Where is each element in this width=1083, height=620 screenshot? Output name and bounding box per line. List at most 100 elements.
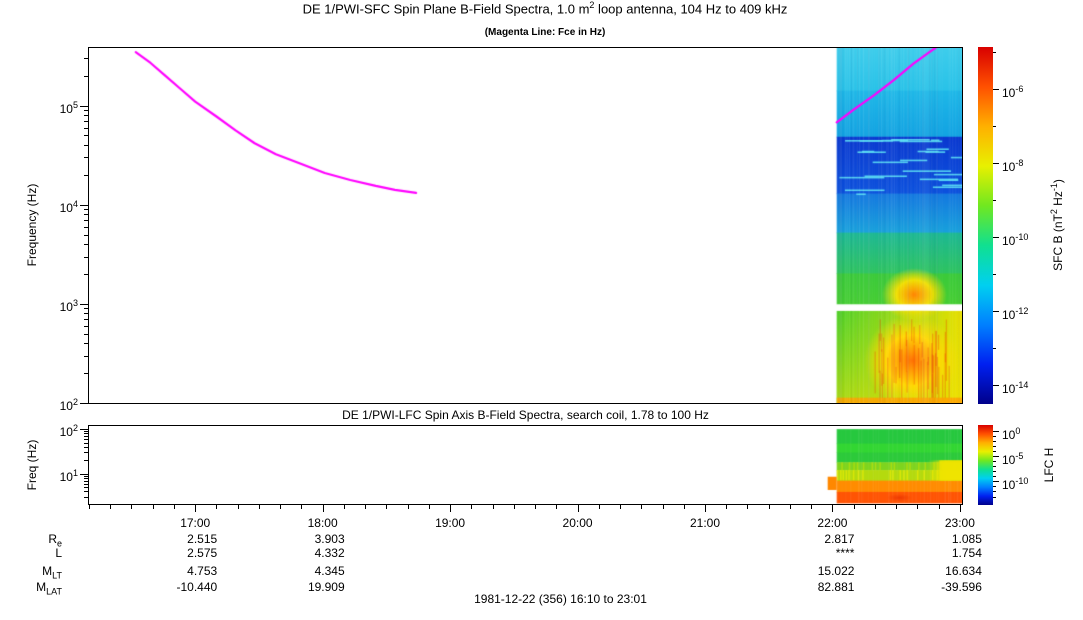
x-minor-tick: [938, 505, 940, 509]
cb1-tick: [993, 347, 996, 349]
sfc-y-tick: [84, 75, 88, 77]
x-minor-tick: [896, 505, 898, 509]
lfc-spectrogram-canvas: [89, 426, 962, 504]
cb1-tick-label: 10-8: [1002, 158, 1024, 175]
lfc-y-tick: [80, 473, 88, 475]
ephemeris-value: 3.903: [314, 532, 345, 546]
sfc-title: DE 1/PWI-SFC Spin Plane B-Field Spectra,…: [0, 0, 1083, 16]
cb2-tick-label: 100: [1002, 426, 1021, 442]
sfc-colorbar: [978, 47, 993, 404]
x-minor-tick: [598, 505, 600, 509]
ephemeris-value: 1.085: [951, 532, 982, 546]
x-minor-tick: [89, 505, 90, 509]
ephemeris-value: 4.332: [314, 546, 345, 560]
cb2-tick: [993, 491, 996, 493]
x-minor-tick: [556, 505, 558, 509]
x-minor-tick: [280, 505, 282, 509]
x-tick-label: 20:00: [562, 516, 593, 530]
cb1-tick: [993, 89, 999, 91]
subscript: LT: [52, 570, 62, 581]
text-segment: LFC H: [1042, 447, 1056, 483]
sfc-y-tick: [84, 174, 88, 176]
x-minor-tick: [110, 505, 112, 509]
x-minor-tick: [513, 505, 515, 509]
cb1-tick-label: 10-12: [1002, 306, 1029, 322]
sfc-y-tick: [84, 58, 88, 60]
x-tick-label: 17:00: [180, 516, 211, 530]
sfc-y-tick: [84, 209, 88, 211]
x-minor-tick: [301, 505, 303, 509]
cb2-tick: [993, 476, 996, 478]
sfc-y-tick-label: 104: [59, 198, 78, 215]
sfc-y-tick: [80, 403, 88, 404]
x-minor-tick: [386, 505, 388, 509]
ephemeris-row-label: Re: [48, 532, 62, 549]
ephemeris-row-label: MLT: [42, 564, 62, 581]
subscript: LAT: [46, 586, 62, 597]
lfc-colorbar: [978, 425, 993, 505]
lfc-y-tick: [84, 491, 88, 493]
text-segment: Hz: [1051, 191, 1065, 210]
lfc-y-tick: [84, 496, 88, 498]
lfc-y-tick-label: 101: [59, 467, 78, 484]
x-minor-tick: [683, 505, 685, 509]
cb1-tick-label: 10-6: [1002, 84, 1024, 101]
exponent: -12: [1015, 306, 1029, 316]
cb1-tick: [993, 274, 996, 276]
x-minor-tick: [173, 505, 175, 509]
lfc-y-tick: [84, 460, 88, 462]
x-tick-label: 19:00: [435, 516, 466, 530]
exponent: 5: [72, 99, 78, 110]
cb2-tick: [993, 471, 996, 473]
sfc-y-tick: [84, 157, 88, 159]
exponent: -10: [1015, 476, 1029, 487]
lfc-y-tick: [84, 452, 88, 454]
sfc-y-tick: [84, 110, 88, 112]
ephemeris-value: 2.575: [187, 546, 218, 560]
x-major-tick: [195, 505, 197, 512]
sfc-subtitle: (Magenta Line: Fce in Hz): [484, 27, 606, 38]
text-segment: 2: [1049, 209, 1059, 215]
cb1-tick: [993, 237, 999, 239]
text-segment: -1: [1049, 183, 1059, 192]
x-minor-tick: [258, 505, 260, 509]
x-major-tick: [959, 505, 961, 512]
sfc-y-tick-label: 103: [59, 297, 78, 314]
sfc-y-tick: [84, 325, 88, 327]
sfc-y-tick: [84, 373, 88, 375]
exponent: 0: [1015, 426, 1021, 436]
cb1-tick: [993, 126, 996, 128]
lfc-y-tick: [84, 439, 88, 440]
x-minor-tick: [407, 505, 409, 509]
x-major-tick: [577, 505, 579, 512]
sfc-y-tick: [84, 274, 88, 276]
x-major-tick: [832, 505, 834, 512]
ephemeris-row-label: L: [55, 546, 62, 560]
x-minor-tick: [641, 505, 643, 509]
sfc-spectrogram-canvas: [89, 48, 962, 403]
x-tick-label: 18:00: [307, 516, 338, 530]
lfc-ylabel: Freq (Hz): [25, 439, 39, 491]
subscript: e: [56, 538, 62, 549]
lfc-y-tick: [84, 436, 88, 438]
cb1-tick: [993, 200, 996, 202]
sfc-y-tick: [84, 333, 88, 335]
x-minor-tick: [343, 505, 345, 509]
sfc-y-tick: [84, 308, 88, 310]
cb1-tick-label: 10-10: [1002, 232, 1029, 249]
sfc-y-tick: [80, 105, 88, 107]
x-major-tick: [322, 505, 324, 512]
x-major-tick: [704, 505, 706, 512]
cb1-tick: [993, 52, 996, 54]
cb2-tick: [993, 496, 996, 498]
cb2-tick: [993, 481, 999, 483]
ephemeris-row-label: MLAT: [36, 580, 62, 597]
x-minor-tick: [726, 505, 728, 509]
exponent: 2: [72, 423, 78, 434]
x-minor-tick: [492, 505, 494, 509]
ephemeris-value: 19.909: [307, 580, 345, 594]
x-minor-tick: [789, 505, 791, 509]
x-minor-tick: [917, 505, 919, 509]
sfc-y-tick-label: 102: [59, 397, 78, 413]
